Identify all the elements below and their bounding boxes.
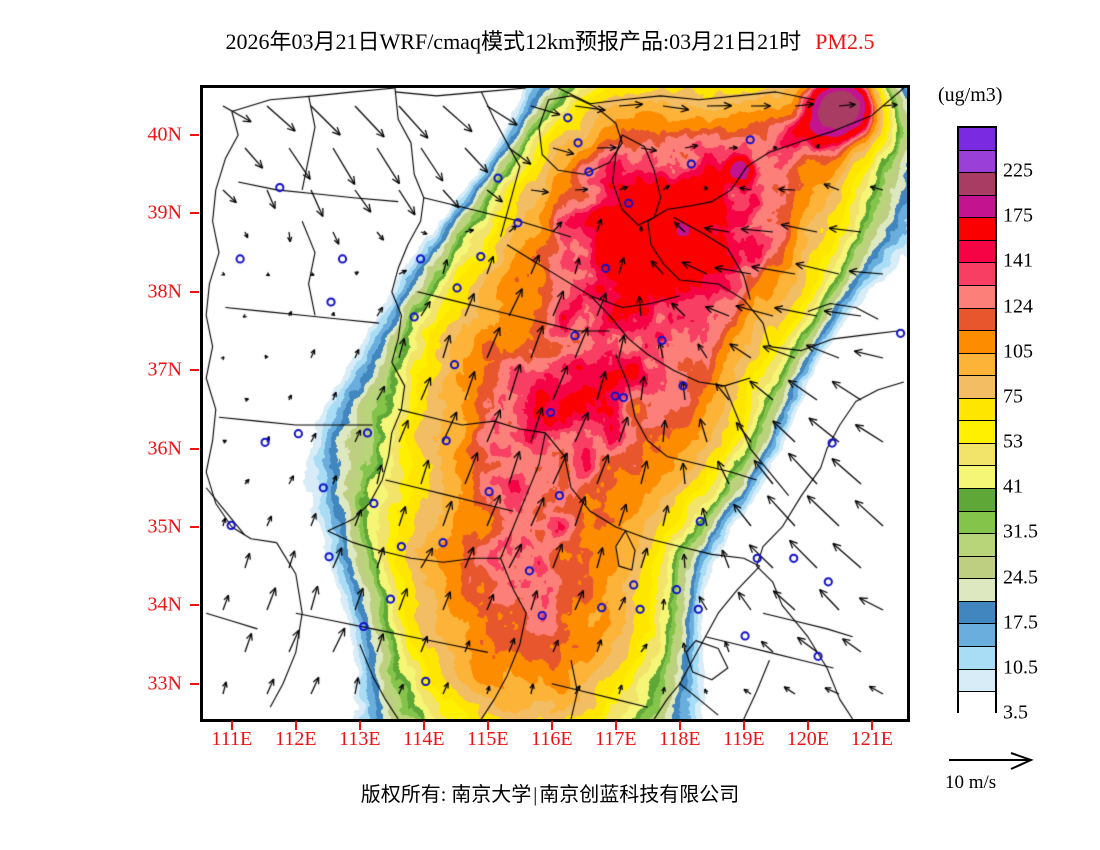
- lat-tick-mark: [190, 447, 199, 450]
- lon-tick-label: 116E: [531, 728, 573, 750]
- lon-tick-mark: [422, 721, 425, 730]
- colorbar-cell: [959, 128, 995, 151]
- lat-tick-label: 39N: [147, 201, 182, 224]
- page-title: 2026年03月21日WRF/cmaq模式12km预报产品:03月21日21时 P…: [0, 24, 1100, 56]
- lon-tick-label: 121E: [850, 728, 893, 750]
- lon-tick-mark: [870, 721, 873, 730]
- footer-company: 南京创蓝科技有限公司: [539, 784, 740, 806]
- title-species-label: PM2.5: [815, 29, 875, 54]
- lon-tick-label: 119E: [723, 728, 765, 750]
- lon-tick-mark: [358, 721, 361, 730]
- lon-tick-label: 118E: [659, 728, 701, 750]
- footer-separator: |: [533, 784, 538, 806]
- colorbar-cell: [959, 443, 995, 467]
- footer-owner: 版权所有: 南京大学: [360, 784, 532, 806]
- colorbar-tick-label: 3.5: [1003, 701, 1028, 724]
- lon-tick-label: 117E: [595, 728, 637, 750]
- colorbar-cell: [959, 218, 995, 241]
- lat-tick-label: 35N: [147, 515, 182, 538]
- colorbar-cell: [959, 489, 995, 512]
- colorbar-cell: [959, 150, 995, 174]
- colorbar-cell: [959, 195, 995, 219]
- colorbar-cell: [959, 263, 995, 286]
- lon-tick-mark: [550, 721, 553, 730]
- lon-tick-mark: [742, 721, 745, 730]
- lat-tick-mark: [190, 682, 199, 685]
- colorbar-cell: [959, 534, 995, 557]
- colorbar-cell: [959, 646, 995, 670]
- colorbar-tick-label: 17.5: [1003, 611, 1038, 634]
- colorbar[interactable]: [957, 126, 997, 715]
- lon-tick-mark: [678, 721, 681, 730]
- colorbar-cell: [959, 421, 995, 444]
- colorbar-tick-label: 225: [1003, 159, 1033, 182]
- colorbar-cell: [959, 173, 995, 196]
- colorbar-tick-label: 10.5: [1003, 656, 1038, 679]
- colorbar-tick-label: 105: [1003, 340, 1033, 363]
- lat-tick-label: 33N: [147, 672, 182, 695]
- colorbar-tick-label: 124: [1003, 295, 1033, 318]
- colorbar-cell: [959, 579, 995, 602]
- colorbar-tick-label: 41: [1003, 475, 1023, 498]
- footer-copyright: 版权所有: 南京大学 | 南京创蓝科技有限公司: [0, 778, 1100, 807]
- colorbar-cell: [959, 353, 995, 377]
- lat-tick-label: 37N: [147, 358, 182, 381]
- lat-tick-mark: [190, 290, 199, 293]
- forecast-map[interactable]: [200, 85, 910, 722]
- colorbar-cell: [959, 398, 995, 422]
- colorbar-tick-label: 24.5: [1003, 566, 1038, 589]
- colorbar-cell: [959, 240, 995, 264]
- lon-tick-mark: [614, 721, 617, 730]
- lat-tick-label: 34N: [147, 593, 182, 616]
- lat-tick-mark: [190, 134, 199, 137]
- pm25-concentration-field: [203, 88, 907, 719]
- colorbar-tick-label: 141: [1003, 249, 1033, 272]
- wind-arrow-icon: [949, 752, 1034, 770]
- lon-tick-label: 111E: [211, 728, 253, 750]
- lon-tick-label: 120E: [786, 728, 829, 750]
- lat-tick-mark: [190, 604, 199, 607]
- lat-tick-label: 36N: [147, 437, 182, 460]
- colorbar-tick-label: 31.5: [1003, 520, 1038, 543]
- title-main-text: 2026年03月21日WRF/cmaq模式12km预报产品:03月21日21时: [225, 29, 802, 54]
- colorbar-cell: [959, 511, 995, 535]
- colorbar-cell: [959, 692, 995, 715]
- lat-tick-mark: [190, 369, 199, 372]
- colorbar-cell: [959, 285, 995, 309]
- colorbar-tick-label: 53: [1003, 430, 1023, 453]
- lon-tick-mark: [486, 721, 489, 730]
- lat-tick-label: 38N: [147, 280, 182, 303]
- wind-scale-label: 10 m/s: [945, 772, 997, 793]
- colorbar-cell: [959, 669, 995, 693]
- colorbar-cell: [959, 601, 995, 625]
- colorbar-cell: [959, 331, 995, 354]
- lon-tick-label: 115E: [467, 728, 509, 750]
- lat-tick-mark: [190, 212, 199, 215]
- colorbar-unit-label: (ug/m3): [938, 84, 1003, 106]
- lon-tick-label: 112E: [275, 728, 317, 750]
- lon-tick-label: 114E: [403, 728, 445, 750]
- lat-tick-label: 40N: [147, 123, 182, 146]
- lon-tick-mark: [230, 721, 233, 730]
- colorbar-cell: [959, 466, 995, 489]
- colorbar-cell: [959, 624, 995, 647]
- colorbar-cell: [959, 556, 995, 580]
- colorbar-cell: [959, 308, 995, 332]
- colorbar-cell: [959, 376, 995, 399]
- lon-tick-mark: [294, 721, 297, 730]
- colorbar-tick-label: 75: [1003, 385, 1023, 408]
- lat-tick-mark: [190, 525, 199, 528]
- colorbar-tick-label: 175: [1003, 204, 1033, 227]
- lon-tick-label: 113E: [339, 728, 381, 750]
- lon-tick-mark: [806, 721, 809, 730]
